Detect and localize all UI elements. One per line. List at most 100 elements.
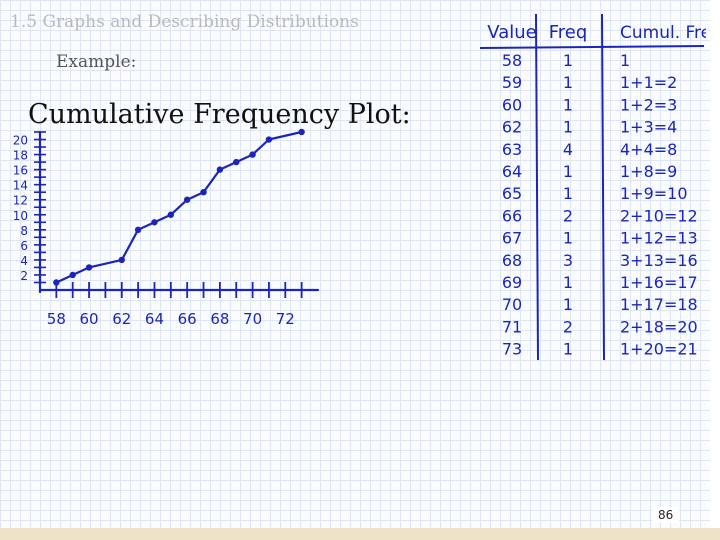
table-cell-value: 63 xyxy=(502,140,522,159)
example-label: Example: xyxy=(56,52,137,72)
table-row: 58 1 1 xyxy=(502,51,630,70)
table-cell-freq: 1 xyxy=(563,295,573,314)
chart-axes xyxy=(34,130,320,298)
table-cell-cumul: 1+16=17 xyxy=(620,273,698,292)
table-cell-freq: 1 xyxy=(563,340,573,359)
plot-title: Cumulative Frequency Plot: xyxy=(28,99,411,130)
data-point xyxy=(69,271,76,279)
table-row: 60 1 1+2=3 xyxy=(502,95,678,114)
table-row: 66 2 2+10=12 xyxy=(502,206,698,225)
x-tick-label: 62 xyxy=(112,310,131,328)
y-tick-label: 16 xyxy=(13,164,28,178)
table-cell-freq: 1 xyxy=(563,51,573,70)
data-point xyxy=(53,279,60,286)
table-cell-freq: 1 xyxy=(563,73,573,92)
data-point xyxy=(118,256,125,264)
y-tick-label: 4 xyxy=(20,254,28,268)
table-cell-cumul: 4+4=8 xyxy=(620,140,677,159)
table-cell-freq: 2 xyxy=(563,206,573,225)
y-tick-label: 8 xyxy=(20,224,28,238)
x-tick-label: 70 xyxy=(243,310,262,328)
table-cell-cumul: 1 xyxy=(620,51,630,70)
x-tick-label: 68 xyxy=(210,310,229,328)
table-cell-value: 65 xyxy=(502,184,522,203)
table-cell-cumul: 2+10=12 xyxy=(620,206,698,225)
table-cell-cumul: 1+12=13 xyxy=(620,229,698,248)
slide-header: 1.5 Graphs and Describing Distributions xyxy=(10,12,359,32)
data-point xyxy=(85,264,93,271)
data-point xyxy=(167,211,175,218)
table-cell-value: 68 xyxy=(502,251,522,270)
table-body: 58 1 1 59 1 1+1=2 60 1 1+2=3 62 1 1+3=4 63 4 4+4=8 64 1 1… xyxy=(502,51,698,359)
x-tick-label: 66 xyxy=(178,310,197,328)
table-row: 71 2 2+18=20 xyxy=(502,317,698,336)
table-cell-cumul: 3+13=16 xyxy=(620,251,698,270)
table-cell-value: 70 xyxy=(502,295,522,314)
x-tick-label: 58 xyxy=(47,310,66,328)
y-tick-label: 20 xyxy=(13,134,28,148)
right-margin xyxy=(710,0,720,528)
table-cell-value: 60 xyxy=(502,95,522,114)
table-cell-cumul: 1+9=10 xyxy=(620,184,688,203)
data-point xyxy=(151,219,158,226)
table-row: 59 1 1+1=2 xyxy=(502,73,678,92)
table-cell-freq: 1 xyxy=(563,229,573,248)
x-tick-label: 60 xyxy=(80,310,99,328)
table-row: 70 1 1+17=18 xyxy=(502,295,698,314)
table-cell-freq: 3 xyxy=(563,251,573,270)
table-column-divider xyxy=(601,13,605,361)
table-cell-cumul: 1+8=9 xyxy=(620,162,677,181)
table-cell-freq: 4 xyxy=(563,140,573,159)
table-cell-value: 67 xyxy=(502,229,522,248)
table-cell-cumul: 1+1=2 xyxy=(620,73,677,92)
table-grid-lines xyxy=(479,13,705,361)
table-row: 73 1 1+20=21 xyxy=(502,340,698,359)
table-cell-cumul: 1+3=4 xyxy=(620,118,677,137)
table-cell-freq: 1 xyxy=(563,95,573,114)
table-cell-value: 62 xyxy=(502,118,522,137)
x-tick-label: 72 xyxy=(276,310,295,328)
table-cell-value: 59 xyxy=(502,73,522,92)
y-tick-label: 18 xyxy=(13,149,28,163)
table-cell-cumul: 2+18=20 xyxy=(620,317,698,336)
y-tick-label: 14 xyxy=(13,179,28,193)
data-point xyxy=(265,136,273,143)
table-cell-freq: 1 xyxy=(563,118,573,137)
table-row: 68 3 3+13=16 xyxy=(502,251,698,270)
table-cell-cumul: 1+2=3 xyxy=(620,95,677,114)
data-point xyxy=(233,158,240,166)
table-header-row: Value Freq Cumul. Freq xyxy=(487,22,706,43)
table-cell-cumul: 1+20=21 xyxy=(620,340,698,359)
table-cell-freq: 1 xyxy=(563,162,573,181)
table-row: 69 1 1+16=17 xyxy=(502,273,698,292)
table-cell-value: 73 xyxy=(502,340,522,359)
data-point xyxy=(298,128,305,136)
table-row: 65 1 1+9=10 xyxy=(502,184,688,203)
data-point xyxy=(200,188,207,196)
table-row: 63 4 4+4=8 xyxy=(502,140,678,159)
slide: 1.5 Graphs and Describing Distributions … xyxy=(0,0,711,528)
data-point xyxy=(183,196,191,203)
table-header-cell: Cumul. Freq xyxy=(620,23,706,43)
data-points xyxy=(53,128,305,286)
table-cell-freq: 1 xyxy=(563,184,573,203)
table-cell-freq: 1 xyxy=(563,273,573,292)
x-tick-labels: 58 60 62 64 66 68 70 72 xyxy=(47,310,295,328)
table-header-cell: Freq xyxy=(549,22,588,43)
y-tick-label: 10 xyxy=(13,209,28,223)
table-row: 64 1 1+8=9 xyxy=(502,162,678,181)
page-number: 86 xyxy=(652,507,680,523)
table-row: 67 1 1+12=13 xyxy=(502,229,698,248)
table-cell-freq: 2 xyxy=(563,317,573,336)
table-cell-value: 69 xyxy=(502,273,522,292)
y-tick-label: 6 xyxy=(20,239,28,253)
data-point xyxy=(134,226,142,234)
data-point xyxy=(249,151,256,158)
y-tick-label: 12 xyxy=(13,194,28,208)
table-header-cell: Value xyxy=(487,22,536,43)
table-cell-value: 58 xyxy=(502,51,522,70)
x-tick-label: 64 xyxy=(145,310,164,328)
y-tick-label: 2 xyxy=(20,269,28,283)
